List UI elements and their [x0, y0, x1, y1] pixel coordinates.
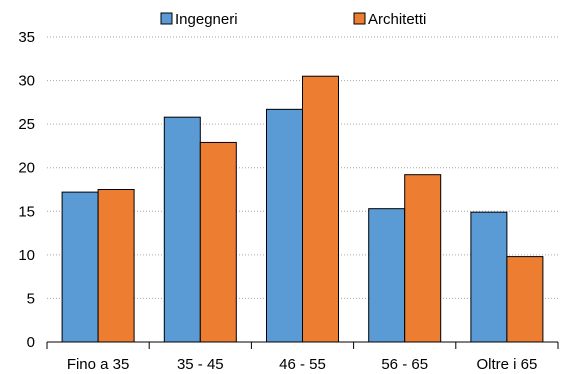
y-tick-label: 20 [18, 160, 35, 177]
y-tick-label: 35 [18, 29, 35, 46]
y-tick-label: 25 [18, 116, 35, 133]
bar-architetti-0 [97, 189, 135, 343]
y-tick-label: 0 [27, 334, 35, 351]
x-tick-label: 56 - 65 [381, 356, 428, 373]
bar-architetti-4 [506, 256, 544, 343]
legend-swatch-ingegneri [160, 12, 173, 25]
bar-ingegneri-0 [61, 191, 99, 343]
y-tick-label: 15 [18, 203, 35, 220]
legend-label-ingegneri: Ingegneri [175, 11, 238, 28]
y-tick-label: 5 [27, 290, 35, 307]
bar-ingegneri-4 [470, 211, 508, 343]
legend: Ingegneri Architetti [160, 11, 426, 28]
x-axis: Fino a 35 35 - 45 46 - 55 56 - 65 Oltre i 65 [46, 341, 559, 373]
bar-ingegneri-2 [266, 108, 303, 343]
y-tick-label: 30 [18, 73, 35, 90]
y-tick-label: 10 [18, 247, 35, 264]
legend-label-architetti: Architetti [368, 11, 426, 28]
bar-architetti-2 [302, 75, 339, 343]
legend-swatch-architetti [353, 12, 366, 25]
x-tick-label: Fino a 35 [67, 356, 130, 373]
y-axis: 0 5 10 15 20 25 30 35 [18, 29, 35, 351]
bar-architetti-3 [404, 174, 442, 343]
x-tick-label: 35 - 45 [177, 356, 224, 373]
bar-ingegneri-1 [163, 116, 201, 343]
x-tick-label: 46 - 55 [279, 356, 326, 373]
bars [61, 75, 544, 343]
bar-architetti-1 [199, 141, 237, 343]
bar-ingegneri-3 [368, 208, 406, 343]
x-tick-label: Oltre i 65 [476, 356, 537, 373]
